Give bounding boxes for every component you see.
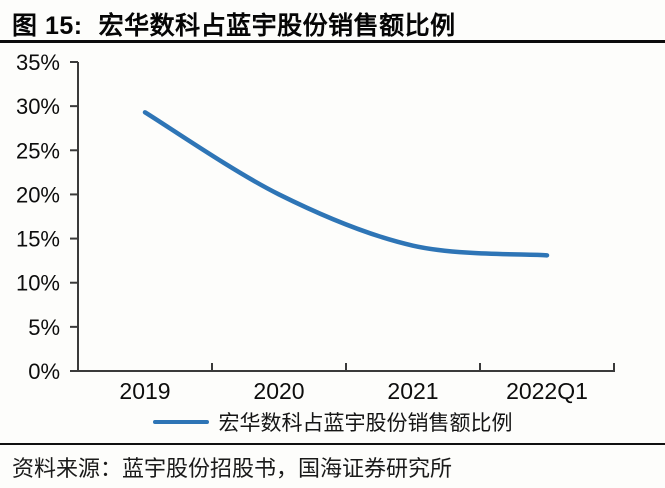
legend: 宏华数科占蓝宇股份销售额比例	[0, 407, 665, 437]
source-note: 资料来源：蓝宇股份招股书，国海证券研究所	[12, 456, 453, 481]
figure-title: 宏华数科占蓝宇股份销售额比例	[98, 12, 456, 40]
legend-line-swatch	[152, 420, 209, 424]
svg-text:25%: 25%	[16, 138, 60, 163]
figure-header: 图 15: 宏华数科占蓝宇股份销售额比例	[0, 0, 665, 43]
svg-text:2020: 2020	[253, 378, 304, 404]
svg-text:2022Q1: 2022Q1	[506, 378, 588, 404]
svg-text:30%: 30%	[16, 94, 60, 119]
svg-text:2021: 2021	[387, 378, 438, 404]
legend-label: 宏华数科占蓝宇股份销售额比例	[218, 411, 513, 435]
figure-label: 图 15:	[12, 12, 83, 40]
footer-rule	[0, 443, 665, 445]
line-chart: 0% 5% 10% 15% 20% 25% 30% 35% 2019 2020 2021 2022Q1	[16, 50, 615, 404]
svg-text:35%: 35%	[16, 50, 60, 75]
svg-text:15%: 15%	[16, 227, 60, 252]
svg-text:0%: 0%	[28, 359, 60, 384]
svg-text:20%: 20%	[16, 182, 60, 207]
svg-text:5%: 5%	[28, 315, 60, 340]
svg-text:2019: 2019	[119, 378, 170, 404]
svg-text:10%: 10%	[16, 271, 60, 296]
